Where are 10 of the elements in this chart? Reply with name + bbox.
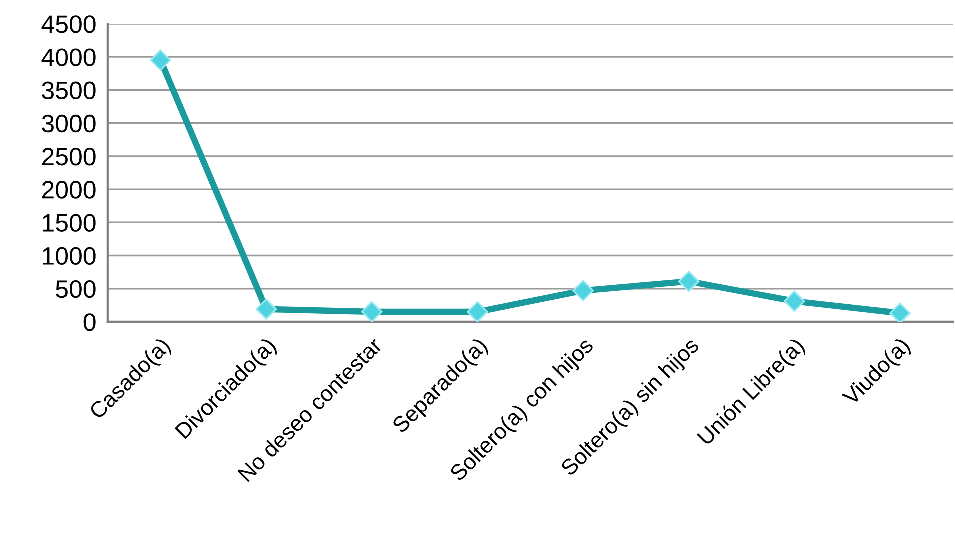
y-tick-label: 1000 [43, 247, 96, 266]
y-tick-label: 4000 [42, 48, 96, 66]
y-tick-label: 2500 [42, 148, 96, 166]
y-tick-label: 0 [84, 314, 96, 332]
y-tick-label: 4500 [42, 16, 96, 34]
y-tick-label: 2000 [42, 181, 96, 199]
y-tick-label: 3000 [42, 114, 96, 133]
y-tick-label: 1500 [43, 214, 96, 232]
y-tick-label: 3500 [42, 82, 96, 100]
y-tick-label: 500 [56, 280, 96, 298]
